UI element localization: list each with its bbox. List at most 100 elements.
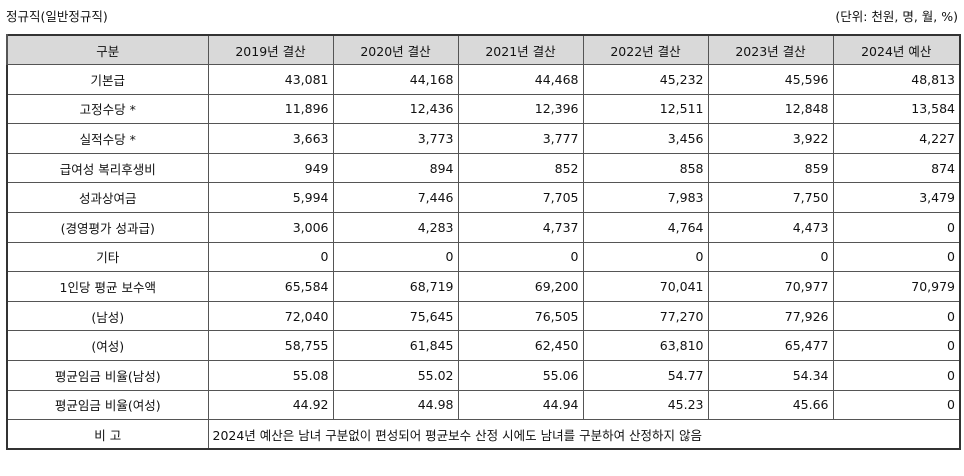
value-cell: 5,994	[207, 182, 334, 214]
value-cell: 62,450	[457, 330, 584, 362]
value-cell: 65,477	[707, 330, 834, 362]
value-cell: 63,810	[582, 330, 709, 362]
value-cell: 852	[457, 152, 584, 184]
row-label: 기타	[6, 241, 209, 273]
value-cell: 70,041	[582, 271, 709, 302]
table-row: 기타 0 0 0 0 0 0	[6, 241, 961, 273]
row-label: 평균임금 비율(남성)	[6, 360, 209, 391]
table-row: 평균임금 비율(여성) 44.92 44.98 44.94 45.23 45.66 0	[6, 389, 961, 421]
value-cell: 70,979	[832, 271, 961, 302]
value-cell: 4,473	[707, 212, 834, 243]
value-cell: 77,270	[582, 300, 709, 332]
note-row: 비 고 2024년 예산은 남녀 구분없이 편성되어 평균보수 산정 시에도 남…	[6, 419, 961, 450]
value-cell: 3,773	[332, 123, 459, 154]
value-cell: 43,081	[207, 64, 334, 95]
value-cell: 12,511	[582, 93, 709, 125]
value-cell: 12,396	[457, 93, 584, 125]
value-cell: 12,436	[332, 93, 459, 125]
value-cell: 0	[832, 241, 961, 273]
value-cell: 7,446	[332, 182, 459, 214]
value-cell: 44,168	[332, 64, 459, 95]
value-cell: 58,755	[207, 330, 334, 362]
salary-table: 구분 2019년 결산 2020년 결산 2021년 결산 2022년 결산 2…	[6, 34, 961, 451]
value-cell: 0	[832, 360, 961, 391]
value-cell: 54.77	[582, 360, 709, 391]
value-cell: 0	[832, 300, 961, 332]
value-cell: 44.92	[207, 389, 334, 421]
value-cell: 44.98	[332, 389, 459, 421]
value-cell: 0	[832, 212, 961, 243]
value-cell: 4,737	[457, 212, 584, 243]
table-row: 고정수당 * 11,896 12,436 12,396 12,511 12,848 13,5…	[6, 93, 961, 125]
value-cell: 70,977	[707, 271, 834, 302]
table-row: 성과상여금 5,994 7,446 7,705 7,983 7,750 3,479	[6, 182, 961, 214]
value-cell: 69,200	[457, 271, 584, 302]
value-cell: 0	[582, 241, 709, 273]
row-label: 성과상여금	[6, 182, 209, 214]
value-cell: 894	[332, 152, 459, 184]
value-cell: 55.02	[332, 360, 459, 391]
table-row: 평균임금 비율(남성) 55.08 55.02 55.06 54.77 54.34 0	[6, 360, 961, 391]
value-cell: 12,848	[707, 93, 834, 125]
value-cell: 44.94	[457, 389, 584, 421]
header-cell: 2022년 결산	[582, 34, 709, 66]
header-row: 구분 2019년 결산 2020년 결산 2021년 결산 2022년 결산 2…	[6, 34, 961, 66]
value-cell: 3,922	[707, 123, 834, 154]
value-cell: 7,705	[457, 182, 584, 214]
row-label: 급여성 복리후생비	[6, 152, 209, 184]
value-cell: 949	[207, 152, 334, 184]
header-cell: 2021년 결산	[457, 34, 584, 66]
value-cell: 54.34	[707, 360, 834, 391]
table-row: 급여성 복리후생비 949 894 852 858 859 874	[6, 152, 961, 184]
row-label: 평균임금 비율(여성)	[6, 389, 209, 421]
value-cell: 7,750	[707, 182, 834, 214]
value-cell: 0	[707, 241, 834, 273]
value-cell: 4,283	[332, 212, 459, 243]
table-row: (경영평가 성과급) 3,006 4,283 4,737 4,764 4,473 0	[6, 212, 961, 243]
row-label: 실적수당 *	[6, 123, 209, 154]
row-label: (경영평가 성과급)	[6, 212, 209, 243]
header-cell: 2024년 예산	[832, 34, 961, 66]
value-cell: 76,505	[457, 300, 584, 332]
unit-caption: (단위: 천원, 명, 월, %)	[835, 9, 958, 24]
row-label: 1인당 평균 보수액	[6, 271, 209, 302]
note-text: 2024년 예산은 남녀 구분없이 편성되어 평균보수 산정 시에도 남녀를 구…	[207, 419, 961, 450]
value-cell: 3,006	[207, 212, 334, 243]
row-label: 기본급	[6, 64, 209, 95]
value-cell: 77,926	[707, 300, 834, 332]
header-cell: 구분	[6, 34, 209, 66]
row-label: (여성)	[6, 330, 209, 362]
value-cell: 44,468	[457, 64, 584, 95]
value-cell: 65,584	[207, 271, 334, 302]
row-label: (남성)	[6, 300, 209, 332]
table-row: (남성) 72,040 75,645 76,505 77,270 77,926 0	[6, 300, 961, 332]
value-cell: 4,227	[832, 123, 961, 154]
value-cell: 61,845	[332, 330, 459, 362]
value-cell: 45.66	[707, 389, 834, 421]
value-cell: 11,896	[207, 93, 334, 125]
value-cell: 874	[832, 152, 961, 184]
table-caption: 정규직(일반정규직)	[6, 9, 108, 24]
value-cell: 3,663	[207, 123, 334, 154]
value-cell: 45,596	[707, 64, 834, 95]
value-cell: 3,479	[832, 182, 961, 214]
value-cell: 858	[582, 152, 709, 184]
table-body: 기본급 43,081 44,168 44,468 45,232 45,596 48,813 고…	[6, 64, 961, 450]
value-cell: 0	[832, 330, 961, 362]
value-cell: 68,719	[332, 271, 459, 302]
value-cell: 75,645	[332, 300, 459, 332]
table-row: (여성) 58,755 61,845 62,450 63,810 65,477 0	[6, 330, 961, 362]
note-label: 비 고	[6, 419, 209, 450]
header-cell: 2020년 결산	[332, 34, 459, 66]
value-cell: 48,813	[832, 64, 961, 95]
value-cell: 3,456	[582, 123, 709, 154]
value-cell: 45,232	[582, 64, 709, 95]
value-cell: 55.08	[207, 360, 334, 391]
row-label: 고정수당 *	[6, 93, 209, 125]
table-row: 실적수당 * 3,663 3,773 3,777 3,456 3,922 4,227	[6, 123, 961, 154]
value-cell: 859	[707, 152, 834, 184]
value-cell: 0	[207, 241, 334, 273]
table-row: 1인당 평균 보수액 65,584 68,719 69,200 70,041 70,977…	[6, 271, 961, 302]
value-cell: 13,584	[832, 93, 961, 125]
value-cell: 7,983	[582, 182, 709, 214]
